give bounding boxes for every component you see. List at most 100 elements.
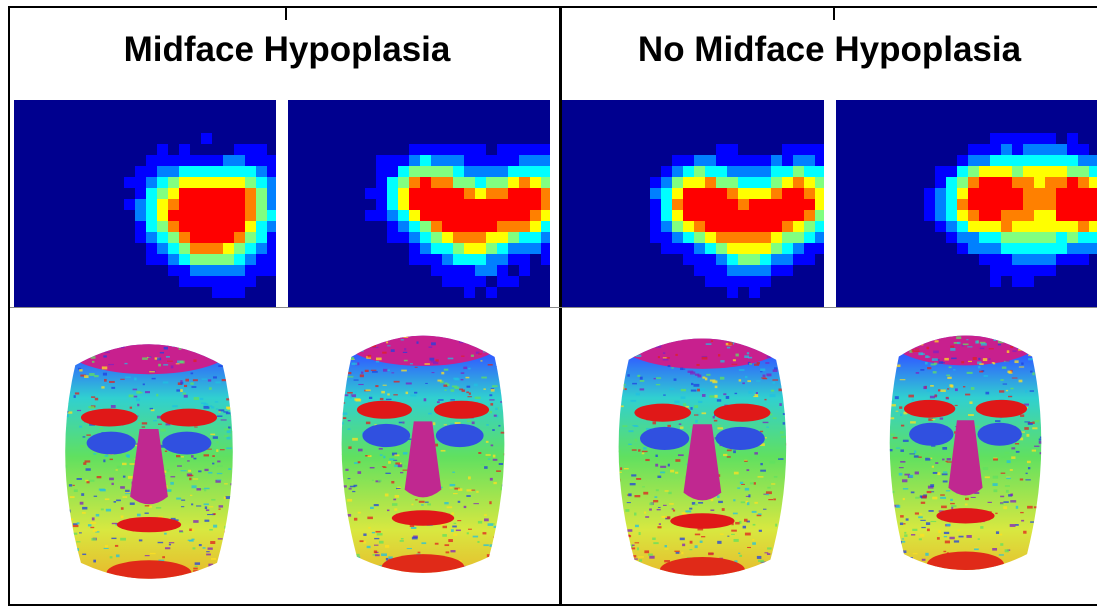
heatmap-cell [201, 199, 212, 210]
heatmap-cell [267, 177, 276, 188]
heatmap-cell [453, 254, 464, 265]
heatmap-cell [201, 221, 212, 232]
heatmap-cell [179, 210, 190, 221]
heatmap-cell [431, 210, 442, 221]
heatmap-cell [804, 210, 815, 221]
heatmap-cell [486, 287, 497, 298]
heatmap-cell [650, 177, 661, 188]
heatmap-cell [475, 221, 486, 232]
heatmap-cell [223, 276, 234, 287]
heatmap-cell [442, 177, 453, 188]
heatmap-cell [924, 166, 935, 177]
heatmap-cell [1089, 210, 1097, 221]
heatmap-cell [453, 276, 464, 287]
heatmap-cell [212, 232, 223, 243]
heatmap-cell [979, 232, 990, 243]
heatmap-cell [530, 254, 541, 265]
heatmap-cell [1023, 177, 1034, 188]
heatmap-cell [804, 155, 815, 166]
heatmap-cell [1034, 166, 1045, 177]
heatmap-cell [738, 243, 749, 254]
heatmap-cell [749, 254, 760, 265]
heatmap-cell [738, 232, 749, 243]
heatmap-cell [464, 210, 475, 221]
heatmap-cell [716, 232, 727, 243]
heatmap-cell [815, 188, 824, 199]
heatmap-panel-3 [562, 100, 824, 307]
heatmap-cell [376, 166, 387, 177]
heatmap-cell [683, 155, 694, 166]
heatmap-cell [541, 144, 550, 155]
heatmap-cell [234, 155, 245, 166]
heatmap-cell [508, 265, 519, 276]
heatmap-cell [420, 199, 431, 210]
heatmap-cell [793, 144, 804, 155]
heatmap-cell [201, 265, 212, 276]
heatmap-cell [541, 232, 550, 243]
heatmap-cell [760, 177, 771, 188]
heatmap-cell [1078, 155, 1089, 166]
heatmap-cell [1012, 276, 1023, 287]
heatmap-cell [1045, 199, 1056, 210]
heatmap-cell [497, 232, 508, 243]
heatmap-cell [782, 144, 793, 155]
heatmap-cell [190, 276, 201, 287]
heatmap-cell [420, 254, 431, 265]
heatmap-cell [716, 144, 727, 155]
heatmap-cell [661, 210, 672, 221]
heatmap-cell [420, 177, 431, 188]
heatmap-cell [442, 254, 453, 265]
heatmap-cell [497, 243, 508, 254]
heatmap-cell [1034, 155, 1045, 166]
heatmap-cell [738, 210, 749, 221]
heatmap-cell [1089, 166, 1097, 177]
heatmap-cell [1012, 133, 1023, 144]
heatmap-cell [716, 199, 727, 210]
heatmap-cell [442, 265, 453, 276]
heatmap-cell [771, 243, 782, 254]
heatmap-cell [179, 144, 190, 155]
heatmap-cell [190, 188, 201, 199]
heatmap-cell [223, 287, 234, 298]
heatmap-cell [1067, 155, 1078, 166]
heatmap-cell [157, 166, 168, 177]
heatmap-cell [1078, 199, 1089, 210]
heatmap-cell [683, 232, 694, 243]
heatmap-cell [179, 188, 190, 199]
heatmap-cell [771, 199, 782, 210]
heatmap-cell [519, 188, 530, 199]
heatmap-cell [212, 254, 223, 265]
heatmap-cell [146, 210, 157, 221]
heatmap-cell [979, 188, 990, 199]
heatmap-cell [782, 155, 793, 166]
heatmap-cell [1001, 177, 1012, 188]
heatmap-cell [157, 199, 168, 210]
heatmap-cell [1078, 254, 1089, 265]
heatmap-cell [201, 177, 212, 188]
heatmap-cell [749, 188, 760, 199]
heatmap-cell [793, 166, 804, 177]
heatmap-cell [1001, 254, 1012, 265]
heatmap-cell [804, 243, 815, 254]
panel-divider-left [285, 8, 287, 20]
heatmap-cell [1045, 232, 1056, 243]
heatmap-cell [453, 221, 464, 232]
heatmap-cell [760, 276, 771, 287]
heatmap-cell [1089, 155, 1097, 166]
heatmap-cell [716, 254, 727, 265]
heatmap-cell [716, 133, 727, 144]
heatmap-cell [815, 155, 824, 166]
heatmap-cell [683, 221, 694, 232]
heatmap-cell [245, 166, 256, 177]
heatmap-cell [990, 254, 1001, 265]
heatmap-cell [1067, 188, 1078, 199]
heatmap-cell [453, 210, 464, 221]
heatmap-cell [398, 188, 409, 199]
heatmap-cell [376, 155, 387, 166]
heatmap-cell [508, 210, 519, 221]
heatmap-cell [968, 199, 979, 210]
heatmap-cell [716, 188, 727, 199]
heatmap-cell [157, 243, 168, 254]
heatmap-cell [738, 155, 749, 166]
heatmap-cell [1001, 144, 1012, 155]
